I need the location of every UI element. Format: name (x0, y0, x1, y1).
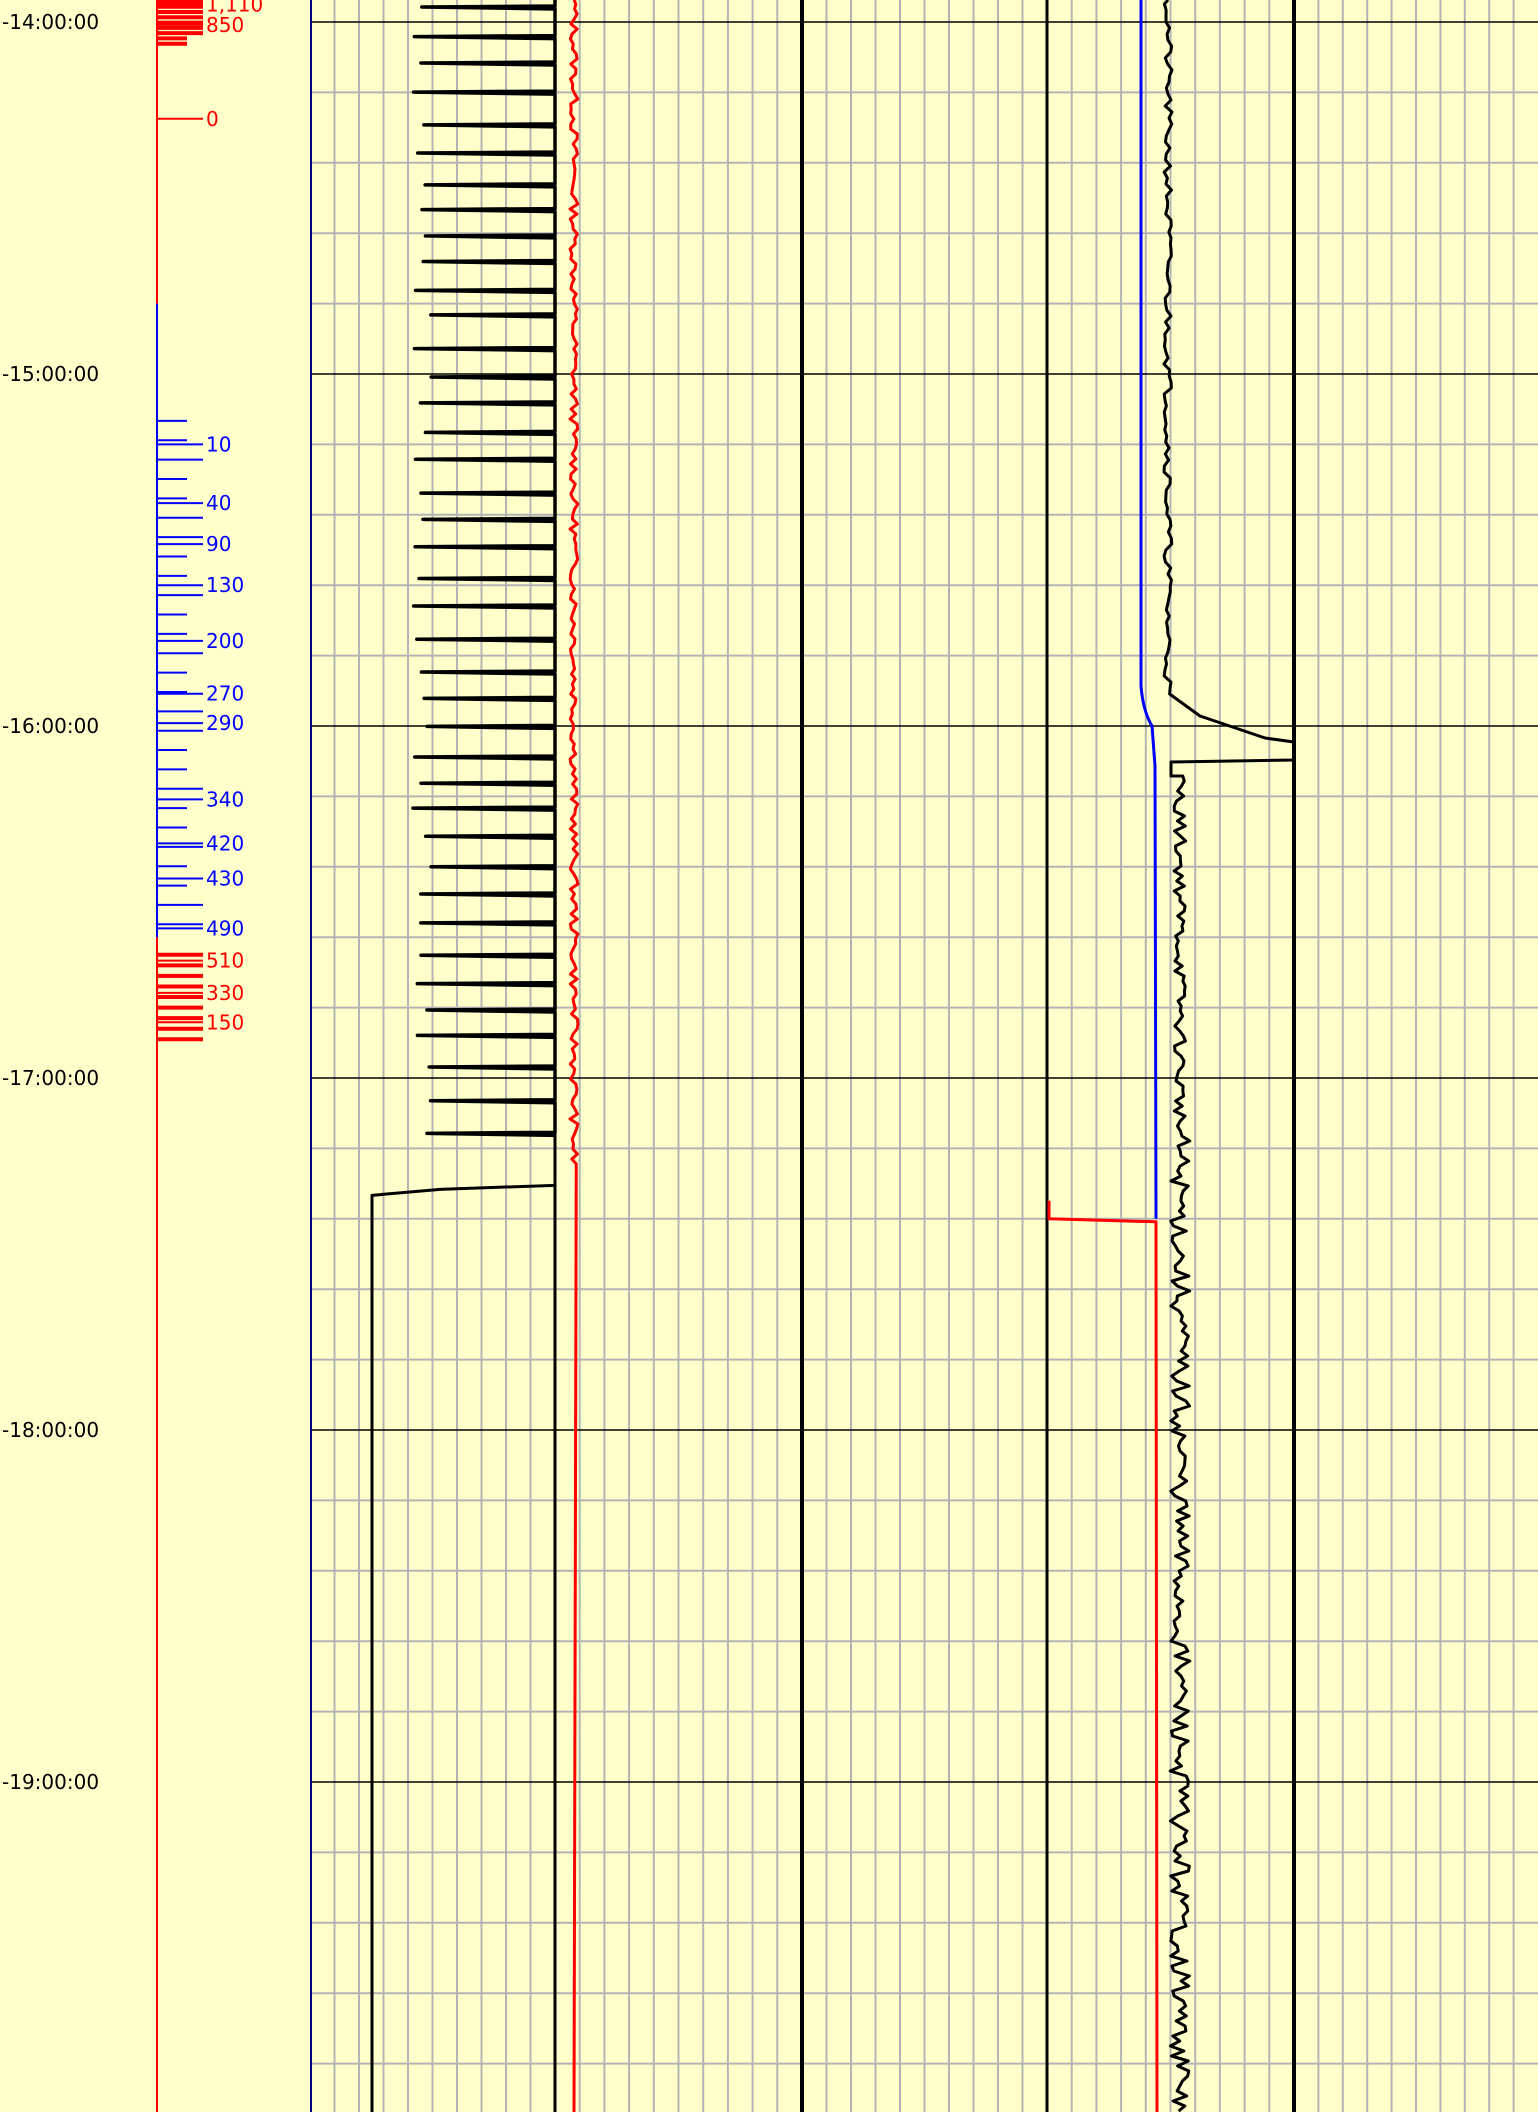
depth-label: 850 (206, 13, 244, 37)
log-curves (370, 0, 1296, 2112)
time-label-bg (2, 361, 106, 387)
depth-label: 420 (206, 831, 244, 855)
depth-label: 490 (206, 916, 244, 940)
depth-label: 290 (206, 711, 244, 735)
depth-label: 130 (206, 573, 244, 597)
hookload-curve (411, 0, 557, 1138)
time-tick-label: -15:00:00 (2, 362, 99, 386)
depth-label: 1,110 (206, 0, 263, 16)
depth-label: 150 (206, 1010, 244, 1034)
minor-vertical-grid (333, 0, 1515, 2112)
time-tick-label: -16:00:00 (2, 714, 99, 738)
time-label-bg (2, 1417, 106, 1443)
depth-label: 510 (206, 949, 244, 973)
hookload-curve (370, 1183, 556, 2112)
depth-scale-background (0, 0, 310, 2112)
time-tick-label: -18:00:00 (2, 1418, 99, 1442)
time-tick-label: -14:00:00 (2, 10, 99, 34)
time-label-bg (2, 1769, 106, 1795)
time-axis: -14:00:00 -15:00:00 -16:00:00 -17:00:00 -18:… (2, 9, 106, 1795)
noise-curve (1162, 0, 1296, 2112)
time-label-bg (2, 713, 106, 739)
depth-label: 0 (206, 107, 219, 131)
depth-label: 430 (206, 867, 244, 891)
depth-label: 90 (206, 532, 231, 556)
pump-curve (568, 0, 580, 2112)
time-tick-label: -19:00:00 (2, 1770, 99, 1794)
time-label-bg (2, 1065, 106, 1091)
depth-label: 40 (206, 491, 231, 515)
torque-blue-curve (1139, 0, 1158, 1219)
depth-label: 200 (206, 629, 244, 653)
time-tick-label: -17:00:00 (2, 1066, 99, 1090)
depth-label: 10 (206, 432, 231, 456)
depth-label: 330 (206, 981, 244, 1005)
depth-label: 270 (206, 682, 244, 706)
time-label-bg (2, 9, 106, 35)
torque-red-curve (1047, 1200, 1159, 2112)
depth-label: 340 (206, 787, 244, 811)
